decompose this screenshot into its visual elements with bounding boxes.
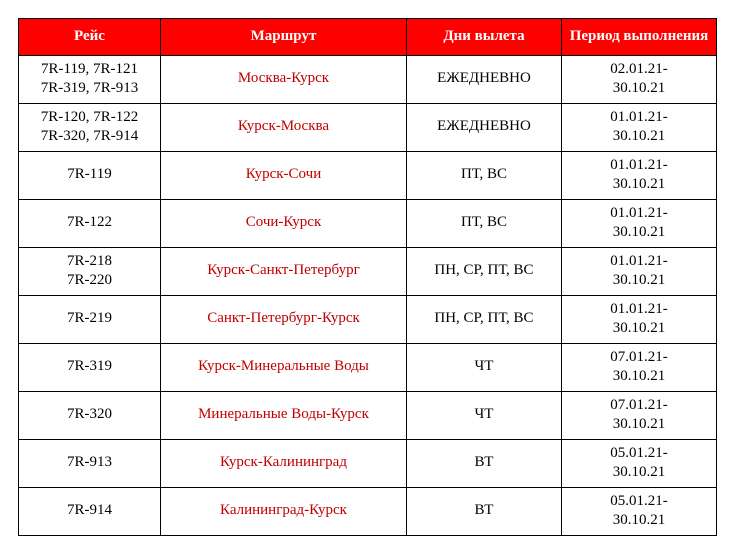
- col-header-flight: Рейс: [19, 19, 161, 56]
- table-row: 7R-119Курск-СочиПТ, ВС01.01.21-30.10.21: [19, 151, 717, 199]
- cell-flight: 7R-119: [19, 151, 161, 199]
- cell-period: 07.01.21-30.10.21: [561, 343, 716, 391]
- table-row: 7R-913Курск-КалининградВТ05.01.21-30.10.…: [19, 439, 717, 487]
- cell-days: ПН, СР, ПТ, ВС: [406, 247, 561, 295]
- cell-flight: 7R-319: [19, 343, 161, 391]
- table-header: Рейс Маршрут Дни вылета Период выполнени…: [19, 19, 717, 56]
- cell-days: ЧТ: [406, 343, 561, 391]
- cell-flight: 7R-914: [19, 487, 161, 535]
- cell-period: 01.01.21-30.10.21: [561, 103, 716, 151]
- table-row: 7R-914Калининград-КурскВТ05.01.21-30.10.…: [19, 487, 717, 535]
- table-body: 7R-119, 7R-1217R-319, 7R-913Москва-Курск…: [19, 55, 717, 535]
- table-row: 7R-119, 7R-1217R-319, 7R-913Москва-Курск…: [19, 55, 717, 103]
- cell-route: Курск-Сочи: [161, 151, 407, 199]
- cell-days: ПТ, ВС: [406, 151, 561, 199]
- cell-days: ЕЖЕДНЕВНО: [406, 55, 561, 103]
- cell-route: Москва-Курск: [161, 55, 407, 103]
- col-header-route: Маршрут: [161, 19, 407, 56]
- table-row: 7R-120, 7R-1227R-320, 7R-914Курск-Москва…: [19, 103, 717, 151]
- cell-flight: 7R-219: [19, 295, 161, 343]
- cell-flight: 7R-120, 7R-1227R-320, 7R-914: [19, 103, 161, 151]
- cell-flight: 7R-2187R-220: [19, 247, 161, 295]
- cell-days: ВТ: [406, 439, 561, 487]
- cell-route: Минеральные Воды-Курск: [161, 391, 407, 439]
- cell-period: 07.01.21-30.10.21: [561, 391, 716, 439]
- cell-route: Курск-Санкт-Петербург: [161, 247, 407, 295]
- cell-flight: 7R-913: [19, 439, 161, 487]
- cell-period: 01.01.21-30.10.21: [561, 151, 716, 199]
- table-row: 7R-2187R-220Курск-Санкт-ПетербургПН, СР,…: [19, 247, 717, 295]
- cell-period: 02.01.21-30.10.21: [561, 55, 716, 103]
- table-row: 7R-319Курск-Минеральные ВодыЧТ07.01.21-3…: [19, 343, 717, 391]
- flight-schedule-table: Рейс Маршрут Дни вылета Период выполнени…: [18, 18, 717, 536]
- cell-flight: 7R-320: [19, 391, 161, 439]
- header-row: Рейс Маршрут Дни вылета Период выполнени…: [19, 19, 717, 56]
- cell-period: 05.01.21-30.10.21: [561, 487, 716, 535]
- col-header-period: Период выполнения: [561, 19, 716, 56]
- cell-days: ПТ, ВС: [406, 199, 561, 247]
- table-row: 7R-122Сочи-КурскПТ, ВС01.01.21-30.10.21: [19, 199, 717, 247]
- cell-route: Санкт-Петербург-Курск: [161, 295, 407, 343]
- cell-days: ЧТ: [406, 391, 561, 439]
- cell-days: ВТ: [406, 487, 561, 535]
- cell-route: Сочи-Курск: [161, 199, 407, 247]
- cell-period: 01.01.21-30.10.21: [561, 199, 716, 247]
- cell-route: Курск-Москва: [161, 103, 407, 151]
- cell-period: 05.01.21-30.10.21: [561, 439, 716, 487]
- cell-flight: 7R-119, 7R-1217R-319, 7R-913: [19, 55, 161, 103]
- table-row: 7R-219Санкт-Петербург-КурскПН, СР, ПТ, В…: [19, 295, 717, 343]
- cell-period: 01.01.21-30.10.21: [561, 295, 716, 343]
- cell-route: Курск-Калининград: [161, 439, 407, 487]
- cell-days: ПН, СР, ПТ, ВС: [406, 295, 561, 343]
- col-header-days: Дни вылета: [406, 19, 561, 56]
- cell-days: ЕЖЕДНЕВНО: [406, 103, 561, 151]
- cell-route: Калининград-Курск: [161, 487, 407, 535]
- cell-route: Курск-Минеральные Воды: [161, 343, 407, 391]
- cell-period: 01.01.21-30.10.21: [561, 247, 716, 295]
- table-row: 7R-320Минеральные Воды-КурскЧТ07.01.21-3…: [19, 391, 717, 439]
- cell-flight: 7R-122: [19, 199, 161, 247]
